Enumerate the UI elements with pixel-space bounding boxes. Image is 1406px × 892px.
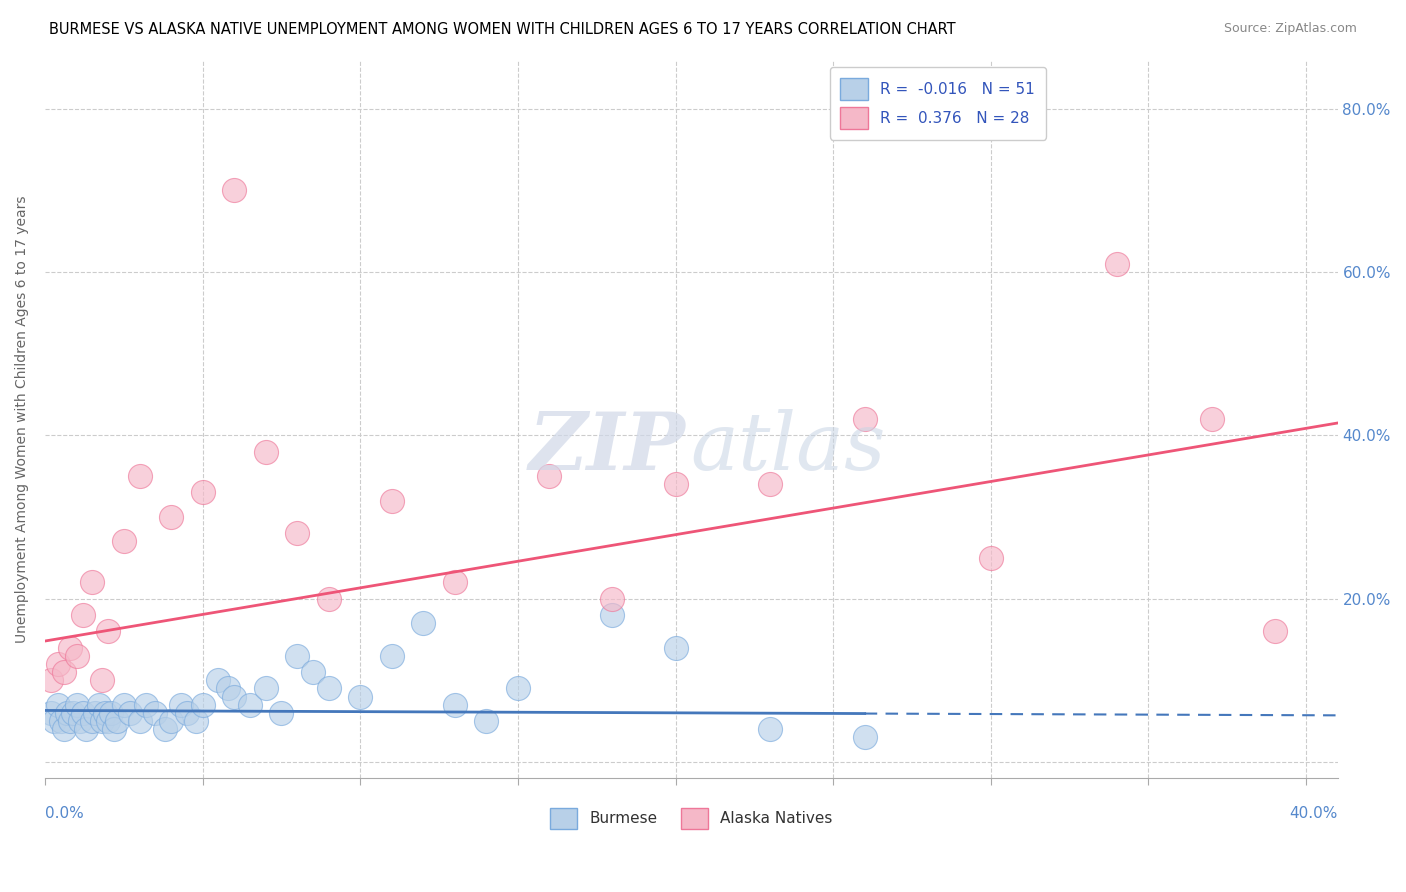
Text: 40.0%: 40.0% <box>1289 805 1337 821</box>
Point <box>853 731 876 745</box>
Point <box>217 681 239 696</box>
Point <box>153 723 176 737</box>
Point <box>538 469 561 483</box>
Point <box>69 714 91 728</box>
Point <box>103 723 125 737</box>
Point <box>46 657 69 671</box>
Point <box>664 477 686 491</box>
Point <box>87 698 110 712</box>
Point <box>302 665 325 679</box>
Point <box>169 698 191 712</box>
Point <box>59 714 82 728</box>
Point <box>112 698 135 712</box>
Point <box>176 706 198 720</box>
Point <box>285 648 308 663</box>
Point <box>112 534 135 549</box>
Text: ZIP: ZIP <box>529 409 686 486</box>
Point <box>475 714 498 728</box>
Point <box>128 469 150 483</box>
Point <box>39 706 62 720</box>
Point <box>62 706 84 720</box>
Point <box>90 673 112 688</box>
Point <box>349 690 371 704</box>
Y-axis label: Unemployment Among Women with Children Ages 6 to 17 years: Unemployment Among Women with Children A… <box>15 195 30 642</box>
Point <box>135 698 157 712</box>
Point <box>90 714 112 728</box>
Point <box>100 706 122 720</box>
Point <box>1201 412 1223 426</box>
Point <box>412 616 434 631</box>
Point <box>52 665 75 679</box>
Point <box>52 723 75 737</box>
Point <box>318 591 340 606</box>
Point <box>239 698 262 712</box>
Point <box>1264 624 1286 639</box>
Point <box>254 444 277 458</box>
Point <box>44 714 66 728</box>
Point <box>59 640 82 655</box>
Point <box>65 648 87 663</box>
Text: BURMESE VS ALASKA NATIVE UNEMPLOYMENT AMONG WOMEN WITH CHILDREN AGES 6 TO 17 YEA: BURMESE VS ALASKA NATIVE UNEMPLOYMENT AM… <box>49 22 956 37</box>
Point <box>72 607 94 622</box>
Point <box>120 706 142 720</box>
Point <box>853 412 876 426</box>
Point <box>664 640 686 655</box>
Point <box>82 714 104 728</box>
Point <box>160 509 183 524</box>
Point <box>602 607 624 622</box>
Point <box>381 493 404 508</box>
Point <box>75 723 97 737</box>
Point <box>224 183 246 197</box>
Point <box>254 681 277 696</box>
Text: Source: ZipAtlas.com: Source: ZipAtlas.com <box>1223 22 1357 36</box>
Point <box>186 714 208 728</box>
Point <box>759 723 782 737</box>
Point <box>980 550 1002 565</box>
Point <box>97 624 120 639</box>
Legend: Burmese, Alaska Natives: Burmese, Alaska Natives <box>544 801 839 835</box>
Point <box>128 714 150 728</box>
Point <box>65 698 87 712</box>
Point <box>285 526 308 541</box>
Point <box>191 698 214 712</box>
Point <box>143 706 166 720</box>
Point <box>160 714 183 728</box>
Point <box>224 690 246 704</box>
Point <box>270 706 292 720</box>
Point <box>39 673 62 688</box>
Point <box>107 714 129 728</box>
Point <box>56 706 79 720</box>
Point <box>84 706 107 720</box>
Point <box>318 681 340 696</box>
Point <box>191 485 214 500</box>
Point <box>72 706 94 720</box>
Point <box>381 648 404 663</box>
Point <box>97 714 120 728</box>
Point <box>49 714 72 728</box>
Point <box>444 575 467 590</box>
Point <box>759 477 782 491</box>
Point <box>46 698 69 712</box>
Point <box>506 681 529 696</box>
Point <box>94 706 117 720</box>
Point <box>82 575 104 590</box>
Text: 0.0%: 0.0% <box>45 805 84 821</box>
Point <box>444 698 467 712</box>
Point <box>207 673 229 688</box>
Point <box>1105 257 1128 271</box>
Text: atlas: atlas <box>690 409 886 486</box>
Point <box>602 591 624 606</box>
